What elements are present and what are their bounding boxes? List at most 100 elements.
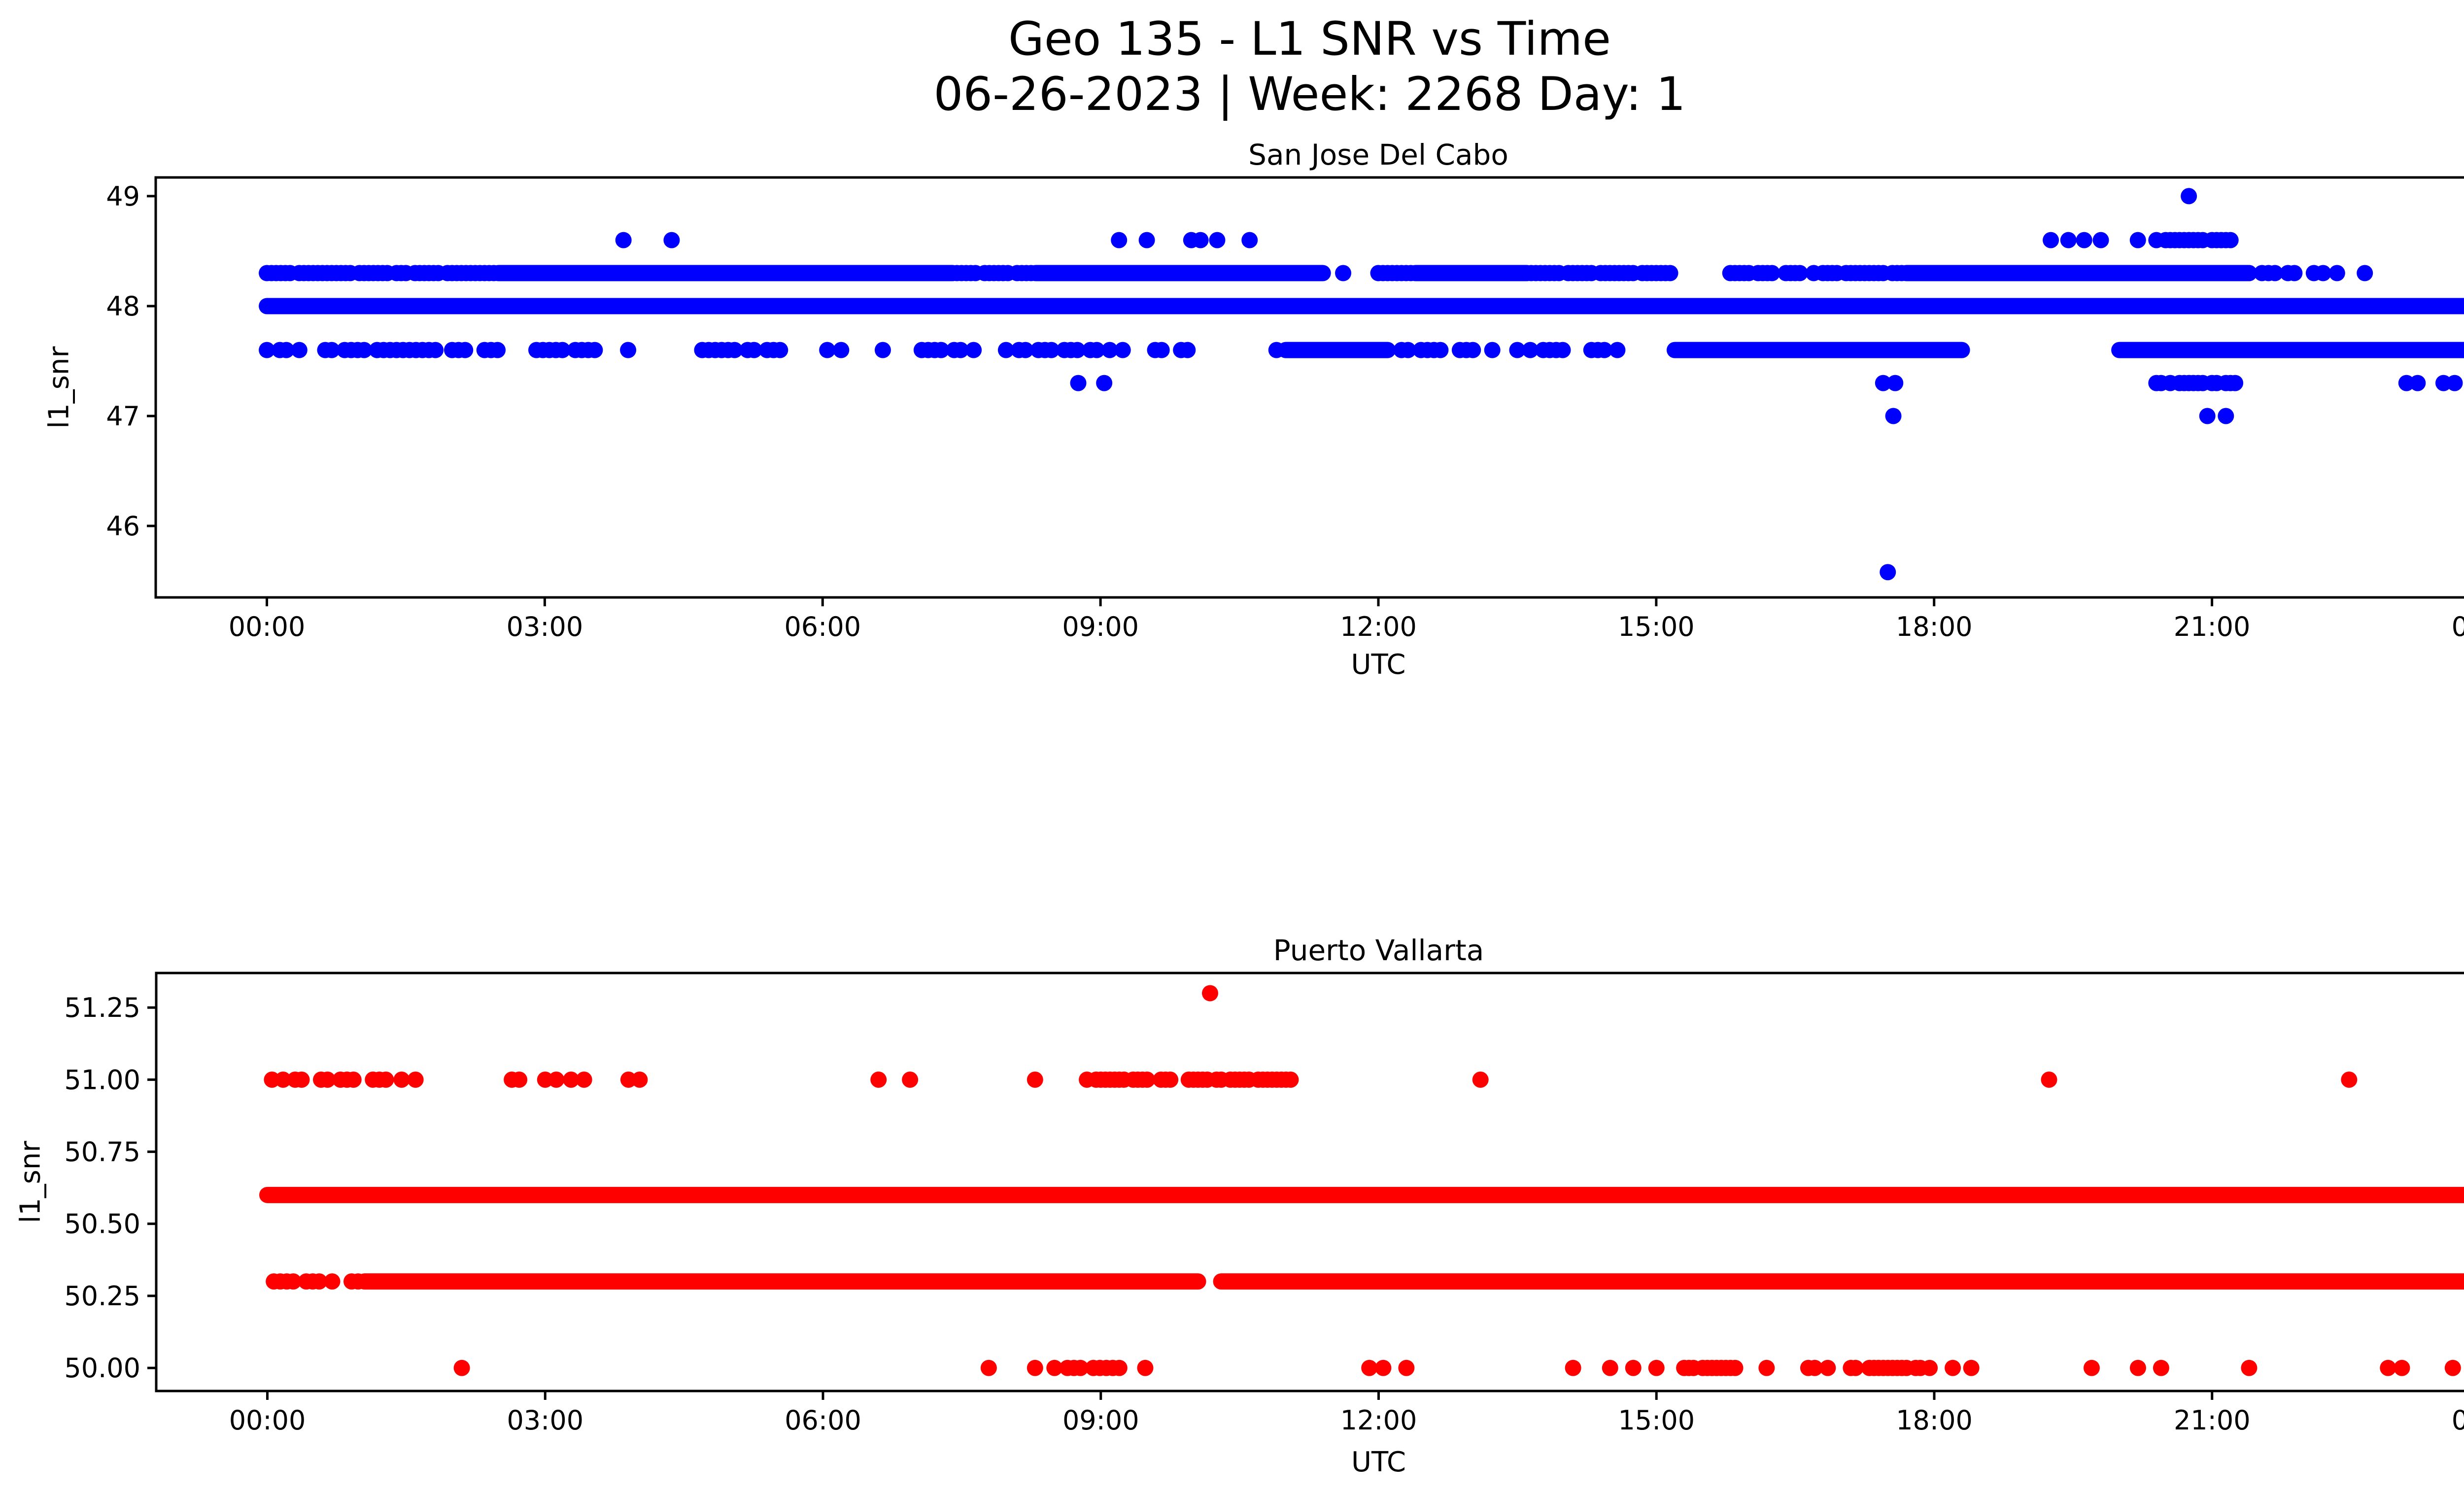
data-run bbox=[2111, 342, 2464, 358]
data-point bbox=[356, 342, 373, 358]
x-tick-label: 00:00 bbox=[2452, 611, 2464, 642]
x-tick-label: 09:00 bbox=[1062, 1405, 1139, 1436]
data-point bbox=[393, 1071, 410, 1088]
x-tick-label: 09:00 bbox=[1062, 611, 1139, 642]
data-point bbox=[586, 342, 603, 358]
data-point bbox=[2341, 1071, 2358, 1088]
data-point bbox=[1880, 564, 1896, 581]
data-point bbox=[554, 342, 571, 358]
data-point bbox=[377, 1071, 394, 1088]
data-point bbox=[2315, 265, 2331, 281]
data-point bbox=[1758, 1359, 1775, 1376]
data-point bbox=[1609, 342, 1626, 358]
data-point bbox=[2241, 1359, 2258, 1376]
data-point bbox=[980, 1359, 997, 1376]
data-point bbox=[902, 1071, 919, 1088]
x-tick-label: 21:00 bbox=[2174, 1405, 2251, 1436]
y-tick-label: 50.75 bbox=[64, 1136, 140, 1167]
data-point bbox=[2153, 1359, 2169, 1376]
data-point bbox=[311, 1273, 328, 1290]
y-tick-label: 50.50 bbox=[64, 1209, 140, 1240]
data-point bbox=[1887, 375, 1904, 391]
data-point bbox=[952, 342, 969, 358]
data-point bbox=[2446, 375, 2463, 391]
data-point bbox=[1484, 342, 1501, 358]
data-point bbox=[1162, 1071, 1179, 1088]
data-point bbox=[2380, 1359, 2396, 1376]
data-point bbox=[264, 1071, 280, 1088]
data-point bbox=[1625, 1359, 1642, 1376]
data-point bbox=[1662, 265, 1678, 281]
x-tick-label: 00:00 bbox=[229, 611, 306, 642]
data-point bbox=[1885, 408, 1902, 424]
data-point bbox=[2357, 265, 2373, 281]
data-point bbox=[1375, 1359, 1392, 1376]
data-point bbox=[1201, 985, 1218, 1002]
data-point bbox=[1893, 265, 1910, 281]
x-tick-label: 18:00 bbox=[1896, 611, 1973, 642]
data-point bbox=[1139, 1071, 1156, 1088]
data-point bbox=[1101, 342, 1118, 358]
data-run bbox=[1027, 265, 1331, 281]
data-run bbox=[259, 298, 2464, 314]
data-point bbox=[1727, 1359, 1744, 1376]
data-point bbox=[772, 342, 788, 358]
data-point bbox=[1921, 1359, 1938, 1376]
x-tick-label: 03:00 bbox=[507, 1405, 583, 1436]
data-point bbox=[1153, 342, 1170, 358]
data-point bbox=[1282, 1071, 1299, 1088]
data-run bbox=[1407, 265, 1535, 281]
data-point bbox=[620, 342, 637, 358]
data-point bbox=[1179, 342, 1196, 358]
y-tick-label: 49 bbox=[106, 181, 140, 212]
data-point bbox=[285, 1273, 302, 1290]
data-point bbox=[1554, 342, 1571, 358]
data-point bbox=[1138, 232, 1155, 248]
data-point bbox=[407, 1071, 424, 1088]
x-tick-label: 12:00 bbox=[1340, 611, 1417, 642]
data-point bbox=[615, 232, 632, 248]
data-point bbox=[1335, 265, 1352, 281]
data-point bbox=[1069, 342, 1086, 358]
data-point bbox=[2398, 375, 2415, 391]
data-point bbox=[259, 342, 275, 358]
x-tick-label: 00:00 bbox=[229, 1405, 306, 1436]
data-point bbox=[1023, 265, 1039, 281]
data-point bbox=[2444, 1359, 2461, 1376]
data-point bbox=[323, 342, 340, 358]
data-point bbox=[576, 1071, 592, 1088]
data-point bbox=[537, 1071, 553, 1088]
data-point bbox=[2218, 408, 2234, 424]
data-point bbox=[620, 1071, 637, 1088]
x-tick-label: 06:00 bbox=[785, 1405, 861, 1436]
y-tick-label: 51.25 bbox=[64, 992, 140, 1023]
data-point bbox=[833, 342, 850, 358]
data-point bbox=[1268, 342, 1285, 358]
data-point bbox=[2060, 232, 2077, 248]
data-point bbox=[485, 265, 502, 281]
data-point bbox=[1963, 1359, 1980, 1376]
data-point bbox=[1875, 375, 1891, 391]
data-point bbox=[489, 342, 506, 358]
x-tick-label: 21:00 bbox=[2174, 611, 2251, 642]
data-point bbox=[631, 1071, 648, 1088]
data-point bbox=[663, 232, 680, 248]
data-run bbox=[356, 1273, 1206, 1290]
x-axis-label-top: UTC bbox=[1351, 649, 1406, 681]
data-point bbox=[1403, 265, 1419, 281]
data-point bbox=[1509, 342, 1526, 358]
data-point bbox=[563, 1071, 580, 1088]
data-point bbox=[350, 1273, 367, 1290]
x-tick-label: 06:00 bbox=[784, 611, 861, 642]
data-point bbox=[874, 342, 891, 358]
y-tick-label: 51.00 bbox=[64, 1064, 140, 1095]
data-point bbox=[1027, 1359, 1043, 1376]
data-point bbox=[1398, 1359, 1415, 1376]
data-point bbox=[291, 342, 308, 358]
data-point bbox=[2041, 1071, 2057, 1088]
data-point bbox=[1070, 375, 1087, 391]
data-point bbox=[511, 1071, 528, 1088]
data-point bbox=[2241, 265, 2258, 281]
x-tick-label: 00:00 bbox=[2452, 1405, 2464, 1436]
data-point bbox=[1945, 1359, 1961, 1376]
